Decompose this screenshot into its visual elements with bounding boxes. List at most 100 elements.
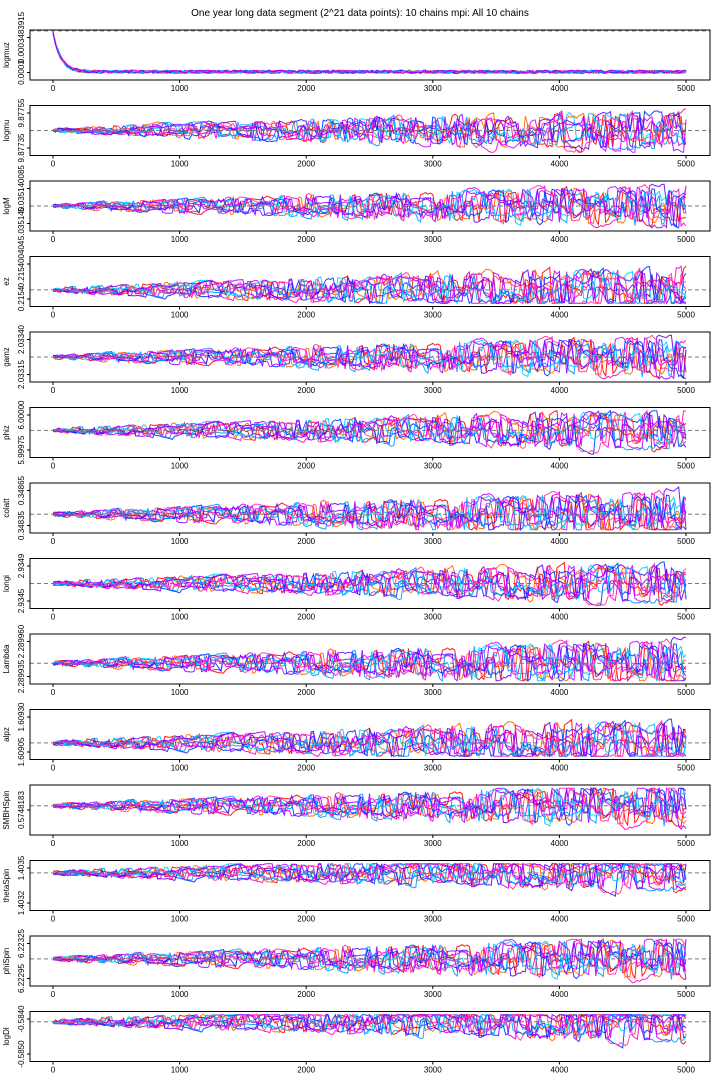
- x-tick-label: 5000: [677, 235, 695, 244]
- chain-3-trace: [52, 186, 687, 229]
- chain-traces: [52, 561, 687, 606]
- x-tick-label: 2000: [297, 386, 315, 395]
- chain-6-trace: [52, 409, 687, 455]
- chain-7-trace: [52, 724, 687, 758]
- x-tick-label: 1000: [171, 1066, 189, 1075]
- y-tick-label: 0.34865: [17, 475, 26, 504]
- x-tick-label: 4000: [551, 235, 569, 244]
- x-tick-label: 0: [51, 386, 56, 395]
- chain-traces: [52, 718, 687, 758]
- x-tick-label: 1000: [171, 990, 189, 999]
- y-tick-label: 5.035140085: [17, 165, 26, 212]
- x-tick-label: 3000: [424, 537, 442, 546]
- x-tick-label: 5000: [677, 839, 695, 848]
- chain-4-trace: [52, 114, 687, 153]
- chain-4-trace: [52, 33, 687, 75]
- panel-longi: 0 1000 2000 3000 4000 5000 2.9345 2.9349 longi: [2, 553, 711, 622]
- y-axis-label: Lambda: [2, 644, 11, 673]
- x-tick-label: 4000: [551, 386, 569, 395]
- x-tick-label: 2000: [297, 839, 315, 848]
- chain-6-trace: [52, 32, 687, 75]
- chain-10-trace: [52, 940, 687, 980]
- x-tick-label: 2000: [297, 990, 315, 999]
- x-tick-label: 5000: [677, 386, 695, 395]
- y-tick-label: -0.5840: [17, 1005, 26, 1033]
- y-axis-label: logM: [2, 197, 11, 215]
- chain-9-trace: [52, 109, 687, 153]
- panel-logM: 0 1000 2000 3000 4000 5000 5.0351405.035140085…: [2, 165, 711, 244]
- x-tick-label: 1000: [171, 462, 189, 471]
- x-tick-label: 4000: [551, 1066, 569, 1075]
- chain-10-trace: [52, 269, 687, 305]
- y-tick-label: 9.87735: [17, 133, 26, 162]
- x-tick-label: 3000: [424, 688, 442, 697]
- chain-2-trace: [52, 32, 687, 75]
- panel-colatt: 0 1000 2000 3000 4000 5000 0.34835 0.34865 colat…: [2, 475, 711, 546]
- panel-frame: [29, 407, 711, 458]
- chain-traces: [52, 862, 687, 898]
- y-tick-label: 2.289935: [17, 659, 26, 693]
- panel-frame: [29, 482, 711, 534]
- chain-traces: [52, 938, 687, 984]
- y-tick-label: 5.99975: [17, 435, 26, 464]
- panel-gamz: 0 1000 2000 3000 4000 5000 2.03315 2.03340 gamz: [2, 324, 711, 395]
- chain-9-trace: [52, 267, 686, 305]
- panel-SMBHSpin: 0 1000 2000 3000 4000 5000 0.5748183 SMBHSpin: [2, 784, 711, 848]
- chain-1-trace: [52, 410, 687, 453]
- y-tick-label: 2.03340: [17, 324, 26, 353]
- panel-frame: [29, 180, 711, 232]
- y-tick-label: 1.60930: [17, 702, 26, 731]
- y-tick-label: 0.0003: [17, 60, 26, 85]
- chain-5-trace: [53, 486, 687, 531]
- y-tick-label: 2.289960: [17, 624, 26, 658]
- y-axis-label: ez: [2, 277, 11, 285]
- x-tick-label: 1000: [171, 160, 189, 169]
- chain-traces: [52, 1012, 687, 1049]
- chain-7-trace: [52, 31, 687, 75]
- chain-4-trace: [52, 639, 686, 682]
- chain-8-trace: [52, 1014, 687, 1039]
- chain-9-trace: [52, 1012, 687, 1047]
- x-tick-label: 5000: [677, 764, 695, 773]
- panel-frame: [29, 709, 711, 760]
- y-tick-label: 0.2154: [17, 286, 26, 311]
- x-tick-label: 4000: [551, 462, 569, 471]
- x-tick-label: 1000: [171, 84, 189, 93]
- x-tick-label: 0: [51, 764, 56, 773]
- x-tick-label: 1000: [171, 764, 189, 773]
- x-tick-label: 3000: [424, 386, 442, 395]
- x-tick-label: 2000: [297, 160, 315, 169]
- x-tick-label: 1000: [171, 311, 189, 320]
- chain-traces: [52, 265, 687, 305]
- x-tick-label: 4000: [551, 84, 569, 93]
- chain-1-trace: [52, 31, 687, 75]
- panel-frame: [29, 935, 711, 987]
- y-axis-label: logmu: [2, 120, 11, 142]
- chain-traces: [52, 786, 687, 831]
- y-tick-label: 2.9349: [17, 553, 26, 578]
- x-tick-label: 5000: [677, 462, 695, 471]
- y-tick-label: 0.0003483915: [17, 11, 26, 63]
- x-tick-label: 1000: [171, 386, 189, 395]
- x-tick-label: 4000: [551, 764, 569, 773]
- x-tick-label: 4000: [551, 915, 569, 924]
- x-tick-label: 2000: [297, 537, 315, 546]
- chain-traces: [52, 31, 687, 75]
- y-tick-label: 1.60905: [17, 737, 26, 766]
- x-tick-label: 3000: [424, 160, 442, 169]
- x-tick-label: 3000: [424, 990, 442, 999]
- x-tick-label: 5000: [677, 84, 695, 93]
- x-tick-label: 5000: [677, 1066, 695, 1075]
- x-tick-label: 5000: [677, 613, 695, 622]
- x-tick-label: 3000: [424, 613, 442, 622]
- chain-7-trace: [52, 272, 687, 305]
- x-tick-label: 2000: [297, 84, 315, 93]
- y-axis-label: SMBHSpin: [2, 790, 11, 829]
- x-tick-label: 2000: [297, 311, 315, 320]
- chain-7-trace: [52, 1013, 687, 1043]
- chain-2-trace: [52, 110, 687, 149]
- panel-frame: [29, 633, 711, 685]
- panel-logDl: 0 1000 2000 3000 4000 5000 -0.5850 -0.5840 logDl: [2, 1005, 711, 1075]
- x-tick-label: 3000: [424, 84, 442, 93]
